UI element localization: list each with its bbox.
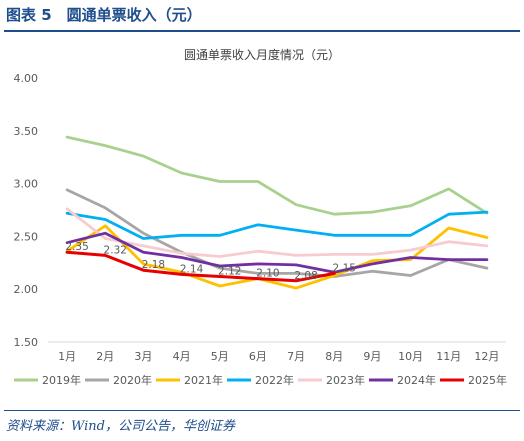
title-rule: [4, 30, 520, 32]
data-label: 2.14: [180, 263, 204, 275]
x-tick-label: 7月: [287, 350, 305, 363]
data-label: 2.12: [218, 266, 241, 278]
x-tick-label: 3月: [134, 350, 152, 363]
x-axis: 1月 2月 3月 4月 5月 6月 7月 8月 9月 10月 11月 12月: [58, 350, 499, 363]
y-axis: 1.50 2.00 2.50 3.00 3.50 4.00: [14, 72, 39, 349]
y-tick-label: 4.00: [14, 72, 39, 85]
source-rule: [4, 410, 520, 411]
series-line-2025: [65, 250, 336, 283]
line-chart: 圆通单票收入月度情况（元） 1.50 2.00 2.50 3.00 3.50 4.00 1…: [14, 47, 508, 387]
data-label: 2.10: [256, 268, 279, 280]
y-tick-label: 2.50: [14, 230, 39, 243]
data-label: 2.35: [65, 241, 88, 253]
figure-title: 图表 5 圆通单票收入（元）: [6, 6, 202, 24]
legend-label: 2024年: [397, 373, 436, 387]
series-line-2024: [65, 231, 489, 274]
legend-label: 2022年: [255, 373, 294, 387]
x-tick-label: 5月: [211, 350, 229, 363]
x-tick-label: 2月: [96, 350, 114, 363]
data-labels: 2.35 2.32 2.18 2.14 2.12 2.10 2.08 2.15: [65, 241, 356, 282]
data-label: 2.32: [104, 244, 127, 256]
series-lines: [65, 135, 489, 290]
x-tick-label: 6月: [249, 350, 267, 363]
x-tick-label: 8月: [325, 350, 343, 363]
legend-label: 2025年: [468, 373, 507, 387]
data-label: 2.18: [142, 259, 165, 271]
y-tick-label: 3.50: [14, 125, 39, 138]
x-tick-label: 1月: [58, 350, 76, 363]
legend-label: 2019年: [42, 373, 81, 387]
x-tick-label: 12月: [474, 350, 499, 363]
figure-source: 资料来源：Wind，公司公告，华创证券: [6, 419, 235, 434]
data-label: 2.15: [333, 262, 356, 274]
series-line-2020: [65, 188, 489, 278]
legend-label: 2023年: [326, 373, 365, 387]
x-tick-label: 4月: [173, 350, 191, 363]
y-tick-label: 1.50: [14, 336, 39, 349]
x-tick-label: 11月: [436, 350, 461, 363]
series-line-2023: [65, 207, 489, 258]
y-tick-label: 2.00: [14, 283, 39, 296]
legend: 2019年 2020年 2021年 2022年 2023年 2024年 2025年: [14, 373, 507, 387]
figure-header: 图表 5 圆通单票收入（元）: [0, 0, 524, 32]
legend-label: 2020年: [113, 373, 152, 387]
series-line-2022: [65, 210, 489, 240]
x-tick-label: 9月: [363, 350, 381, 363]
legend-label: 2021年: [184, 373, 223, 387]
series-line-2021: [65, 224, 489, 290]
chart-title: 圆通单票收入月度情况（元）: [184, 47, 340, 62]
x-tick-label: 10月: [398, 350, 423, 363]
series-line-2019: [65, 135, 489, 216]
data-label: 2.08: [294, 270, 317, 282]
y-tick-label: 3.00: [14, 178, 39, 191]
